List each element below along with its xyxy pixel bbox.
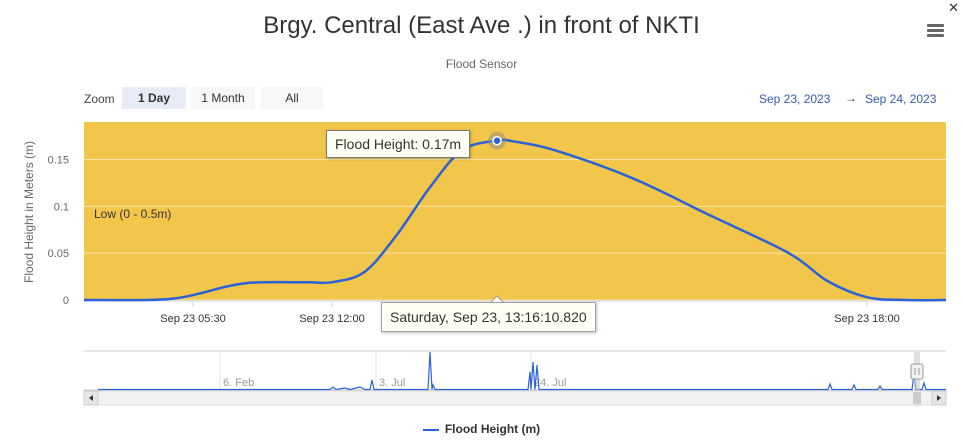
range-to-date[interactable]: Sep 24, 2023 xyxy=(865,92,937,106)
scroll-right-arrow-icon xyxy=(937,395,941,401)
plot-band-label: Low (0 - 0.5m) xyxy=(94,207,171,221)
y-axis-ticks: 0 0.05 0.1 0.15 xyxy=(48,154,69,307)
scrollbar[interactable] xyxy=(83,390,947,406)
chart-subtitle: Flood Sensor xyxy=(445,57,518,71)
range-arrow: → xyxy=(845,91,857,105)
flood-height-line xyxy=(83,138,947,302)
x-tick-label: Sep 23 12:00 xyxy=(299,313,364,325)
y-tick-label: 0.1 xyxy=(54,201,69,213)
menu-bar xyxy=(927,29,944,32)
legend-line-swatch xyxy=(422,428,439,431)
scrollbar-track[interactable] xyxy=(83,390,947,406)
hover-point[interactable] xyxy=(492,135,502,146)
navigator-label: 6. Feb xyxy=(223,377,254,389)
navigator-label: 3. Jul xyxy=(379,377,405,389)
navigator-handle[interactable] xyxy=(910,363,924,380)
chart-title: Brgy. Central (East Ave .) in front of N… xyxy=(263,12,700,39)
navigator-series xyxy=(98,351,946,391)
range-from-date[interactable]: Sep 23, 2023 xyxy=(759,92,831,106)
x-axis-ticks: Sep 23 05:30 Sep 23 12:00 Sep 23 18:00 xyxy=(160,301,900,325)
menu-bar xyxy=(927,24,944,27)
legend-label: Flood Height (m) xyxy=(444,422,541,436)
plot-band-low xyxy=(84,122,946,301)
y-tick-label: 0 xyxy=(63,295,69,307)
navigator[interactable]: 6. Feb 3. Jul 24. Jul xyxy=(84,350,946,406)
close-icon[interactable]: ✕ xyxy=(948,0,959,15)
zoom-1-day-button[interactable]: 1 Day xyxy=(122,87,186,109)
y-tick-label: 0.05 xyxy=(48,248,69,260)
crosshair-time-label: Saturday, Sep 23, 13:16:10.820 xyxy=(381,302,596,332)
menu-bar xyxy=(927,34,944,37)
crosshair-pointer xyxy=(490,295,504,303)
navigator-label: 24. Jul xyxy=(534,377,566,389)
hamburger-menu-icon[interactable] xyxy=(927,24,944,38)
gridlines xyxy=(84,158,946,302)
y-axis-label: Flood Height in Meters (m) xyxy=(22,141,36,283)
zoom-label: Zoom xyxy=(84,92,115,106)
legend-item[interactable]: Flood Height (m) xyxy=(0,422,963,436)
y-tick-label: 0.15 xyxy=(48,154,69,166)
x-tick-label: Sep 23 18:00 xyxy=(834,313,899,325)
x-tick-label: Sep 23 05:30 xyxy=(160,313,225,325)
zoom-all-button[interactable]: All xyxy=(260,87,324,109)
scroll-left-arrow-icon xyxy=(89,395,93,401)
zoom-1-month-button[interactable]: 1 Month xyxy=(191,87,255,109)
tooltip: Flood Height: 0.17m xyxy=(326,130,471,158)
scrollbar-thumb[interactable] xyxy=(913,392,921,404)
